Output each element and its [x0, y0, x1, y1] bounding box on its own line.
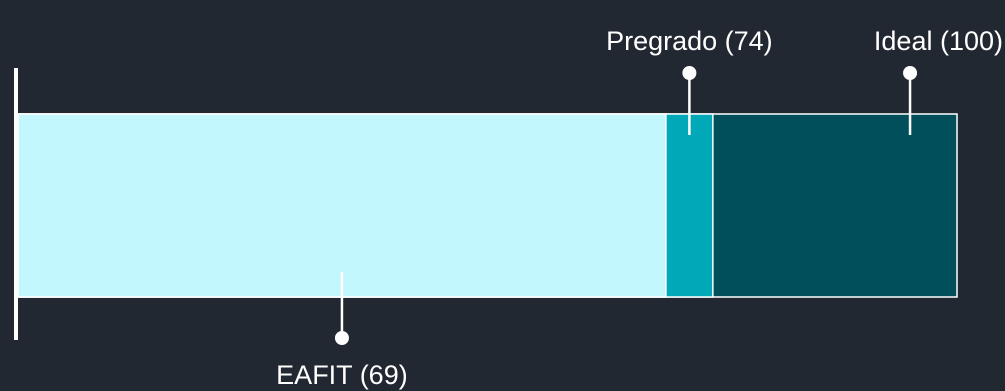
marker-dot — [334, 331, 349, 345]
marker-dot — [682, 66, 697, 80]
marker-pregrado: Pregrado (74) — [606, 26, 773, 135]
marker-eafit: EAFIT (69) — [276, 272, 408, 390]
marker-dot — [903, 66, 918, 80]
bar-segment-eafit — [17, 113, 667, 298]
marker-ideal: Ideal (100) — [874, 26, 1003, 135]
marker-label-eafit: EAFIT (69) — [276, 360, 408, 390]
marker-label-pregrado: Pregrado (74) — [606, 26, 773, 56]
bar-segments — [17, 113, 958, 298]
marker-label-ideal: Ideal (100) — [874, 26, 1003, 56]
marker-annotations: EAFIT (69) Pregrado (74) Ideal (100) — [276, 26, 1003, 390]
